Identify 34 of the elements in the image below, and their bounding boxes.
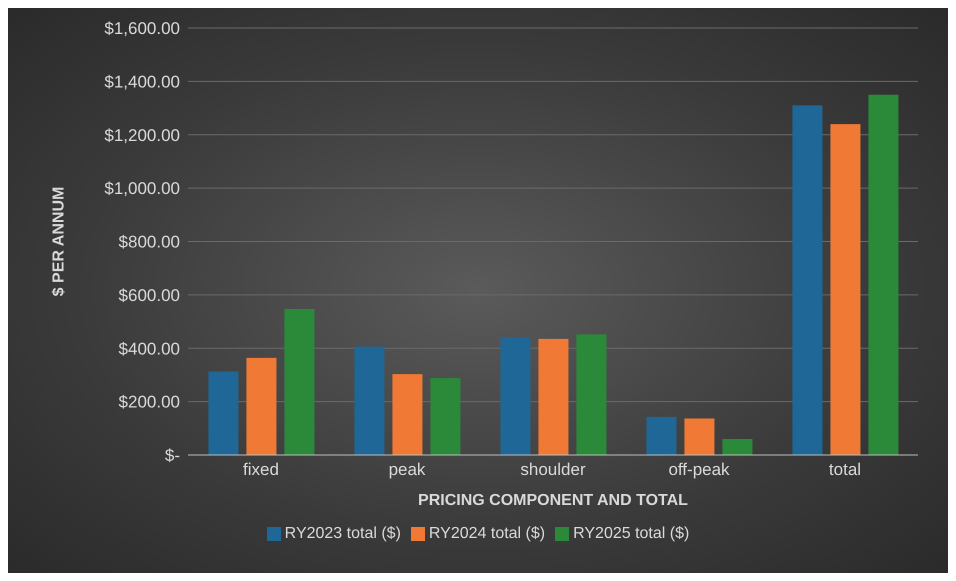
x-axis-title: PRICING COMPONENT AND TOTAL bbox=[418, 492, 688, 509]
bar bbox=[830, 124, 860, 455]
x-tick-label: peak bbox=[388, 460, 426, 480]
bar bbox=[722, 438, 752, 455]
y-tick-label: $800.00 bbox=[118, 232, 180, 252]
x-tick-label: shoulder bbox=[520, 460, 586, 480]
bar bbox=[684, 418, 714, 455]
bar bbox=[284, 309, 314, 455]
bar bbox=[208, 371, 238, 455]
y-tick-label: $600.00 bbox=[118, 286, 180, 305]
bar bbox=[646, 416, 676, 455]
bar bbox=[538, 338, 568, 455]
y-tick-label: $1,000.00 bbox=[104, 179, 180, 198]
bar bbox=[792, 105, 822, 455]
y-tick-label: $1,400.00 bbox=[104, 72, 180, 92]
y-tick-label: $1,600.00 bbox=[104, 19, 180, 38]
bar bbox=[500, 337, 530, 455]
x-tick-label: off-peak bbox=[668, 460, 730, 480]
bar bbox=[392, 374, 422, 455]
bar bbox=[576, 334, 606, 455]
x-tick-label: fixed bbox=[243, 460, 279, 480]
legend-label: RY2023 total ($) bbox=[284, 525, 401, 542]
x-tick-label: total bbox=[828, 460, 862, 480]
y-tick-label: $200.00 bbox=[118, 392, 180, 412]
y-tick-label: $- bbox=[164, 446, 180, 466]
legend-label: RY2024 total ($) bbox=[428, 525, 546, 542]
legend-label: RY2025 total ($) bbox=[573, 525, 690, 542]
bar bbox=[430, 378, 460, 455]
bar bbox=[354, 346, 384, 455]
y-tick-label: $1,200.00 bbox=[104, 126, 180, 145]
bar bbox=[246, 358, 276, 455]
y-tick-label: $400.00 bbox=[118, 339, 180, 358]
y-axis-title: $ PER ANNUM bbox=[50, 186, 68, 296]
bar bbox=[868, 94, 898, 455]
